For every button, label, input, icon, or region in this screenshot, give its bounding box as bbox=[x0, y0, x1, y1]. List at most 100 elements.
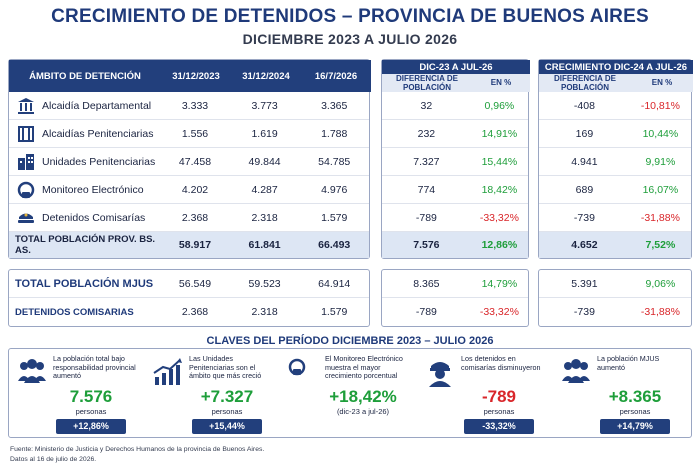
main-table-header: ÁMBITO DE DETENCIÓN 31/12/2023 31/12/202… bbox=[9, 60, 371, 92]
buildings-icon bbox=[15, 151, 37, 173]
row-name-cell: Detenidos Comisarías bbox=[9, 204, 160, 231]
pct-total: 7,52% bbox=[645, 239, 676, 251]
mjus-value: 64.914 bbox=[318, 277, 351, 290]
clave-unit: personas bbox=[483, 407, 515, 416]
clave-card: El Monitoreo Electrónico muestra el mayo… bbox=[283, 349, 415, 437]
ankle-monitor-icon bbox=[15, 179, 37, 201]
clave-badge: -33,32% bbox=[464, 419, 534, 434]
pct-cell: 15,44% bbox=[481, 155, 518, 168]
col-2024: 31/12/2024 bbox=[242, 70, 290, 82]
people-group-icon bbox=[559, 357, 593, 392]
ankle-monitor-icon bbox=[287, 357, 307, 382]
col-2026: 16/7/2026 bbox=[314, 70, 358, 82]
footer-date: Datos al 16 de julio de 2026. bbox=[10, 456, 97, 463]
diff-cell: -789 bbox=[415, 306, 437, 318]
diff-cell: 32 bbox=[420, 99, 433, 112]
table-row: Monitoreo Electrónico 4.202 4.287 4.976 bbox=[9, 176, 369, 204]
growth-chart-icon bbox=[151, 357, 185, 392]
clave-value: 7.576 bbox=[69, 387, 113, 406]
pct-cell: -31,88% bbox=[640, 211, 680, 224]
total-row: TOTAL POBLACIÓN PROV. BS. AS. 58.917 61.84… bbox=[9, 232, 369, 258]
row-label: Detenidos Comisarías bbox=[42, 211, 146, 224]
pct-cell: 9,91% bbox=[645, 155, 676, 168]
main-table: ÁMBITO DE DETENCIÓN 31/12/2023 31/12/202… bbox=[8, 59, 371, 259]
footer-source: Fuente: Ministerio de Justicia y Derecho… bbox=[10, 446, 265, 453]
police-cap-icon bbox=[15, 207, 37, 229]
mjus-growth-row: 5.391 9,06% bbox=[539, 270, 691, 298]
diff-cell: -739 bbox=[573, 211, 595, 224]
clave-text: Las Unidades Penitenciarias son el ámbit… bbox=[189, 354, 262, 381]
diff-cell: -789 bbox=[415, 211, 437, 224]
diff-cell: -739 bbox=[573, 306, 595, 318]
pct-cell: -33,32% bbox=[479, 306, 519, 318]
growth-row: -739 -31,88% bbox=[539, 204, 691, 232]
diff-cell: 774 bbox=[417, 183, 436, 196]
clave-value: -789 bbox=[481, 387, 517, 406]
clave-card: Las Unidades Penitenciarias son el ámbit… bbox=[147, 349, 279, 437]
clave-card: Los detenidos en comisarías disminuyeron… bbox=[419, 349, 551, 437]
mjus-value: 59.523 bbox=[248, 277, 281, 290]
growth-total-row: 7.576 12,86% bbox=[382, 232, 528, 258]
diff-total: 7.576 bbox=[413, 239, 440, 251]
col-2023: 31/12/2023 bbox=[172, 70, 220, 82]
page-title: CRECIMIENTO DE DETENIDOS – PROVINCIA DE … bbox=[51, 6, 649, 27]
mjus-value: 2.318 bbox=[251, 306, 278, 318]
table-row: Unidades Penitenciarias 47.458 49.844 54.78… bbox=[9, 148, 369, 176]
value-cell: 3.773 bbox=[251, 99, 278, 112]
table-row: Alcaidías Penitenciarias 1.556 1.619 1.788 bbox=[9, 120, 369, 148]
mjus-value: 2.368 bbox=[181, 306, 209, 318]
growth-row: -789 -33,32% bbox=[382, 204, 528, 232]
value-cell: 3.333 bbox=[181, 99, 209, 112]
diff-cell: -408 bbox=[573, 99, 595, 112]
value-cell: 4.202 bbox=[181, 183, 209, 196]
row-label: Unidades Penitenciarias bbox=[42, 155, 156, 168]
col-ambito: ÁMBITO DE DETENCIÓN bbox=[29, 70, 141, 82]
growth-row: 169 10,44% bbox=[539, 120, 691, 148]
clave-unit: (dic-23 a jul-26) bbox=[336, 407, 390, 416]
value-cell: 1.579 bbox=[321, 211, 348, 224]
value-cell: 54.785 bbox=[318, 155, 351, 168]
pct-cell: -33,32% bbox=[479, 211, 519, 224]
claves-title: CLAVES DEL PERÍODO DICIEMBRE 2023 – JULI… bbox=[206, 335, 494, 347]
diff-cell: 7.327 bbox=[413, 155, 440, 168]
diff-cell: 232 bbox=[417, 127, 436, 140]
value-cell: 3.365 bbox=[321, 99, 348, 112]
total-value: 58.917 bbox=[178, 239, 212, 251]
clave-unit: personas bbox=[75, 407, 107, 416]
row-name-cell: Monitoreo Electrónico bbox=[9, 176, 160, 203]
clave-badge: +12,86% bbox=[56, 419, 126, 434]
police-officer-icon bbox=[423, 357, 457, 392]
growth-2024-table: CRECIMIENTO DIC-24 A JUL-26 DIFERENCIA D… bbox=[538, 59, 693, 259]
pct-cell: -10,81% bbox=[640, 99, 680, 112]
pct-cell: 18,42% bbox=[481, 183, 518, 196]
pct-cell: -31,88% bbox=[640, 306, 680, 318]
growth-2024-col-diff: DIFERENCIA DE POBLACIÓN bbox=[539, 74, 631, 92]
value-cell: 2.318 bbox=[251, 211, 278, 224]
mjus-value: 56.549 bbox=[178, 277, 212, 290]
pct-cell: 10,44% bbox=[642, 127, 679, 140]
growth-row: -408 -10,81% bbox=[539, 92, 691, 120]
growth-total-row: 4.652 7,52% bbox=[539, 232, 691, 258]
growth-row: 32 0,96% bbox=[382, 92, 528, 120]
value-cell: 1.556 bbox=[181, 127, 209, 140]
table-row: Alcaidía Departamental 3.333 3.773 3.365 bbox=[9, 92, 369, 120]
claves-panel: La población total bajo responsabilidad … bbox=[8, 348, 692, 438]
pct-cell: 16,07% bbox=[642, 183, 679, 196]
pct-total: 12,86% bbox=[481, 239, 518, 251]
mjus-label: TOTAL POBLACIÓN MJUS bbox=[15, 277, 154, 290]
clave-value: +18,42% bbox=[329, 387, 397, 406]
clave-text: El Monitoreo Electrónico muestra el mayo… bbox=[325, 354, 403, 381]
growth-row: 4.941 9,91% bbox=[539, 148, 691, 176]
growth-row: 232 14,91% bbox=[382, 120, 528, 148]
growth-row: 7.327 15,44% bbox=[382, 148, 528, 176]
diff-cell: 689 bbox=[575, 183, 594, 196]
pct-cell: 9,06% bbox=[645, 277, 676, 290]
value-cell: 4.976 bbox=[321, 183, 348, 196]
growth-row: 689 16,07% bbox=[539, 176, 691, 204]
row-label: Monitoreo Electrónico bbox=[42, 183, 144, 196]
value-cell: 49.844 bbox=[248, 155, 281, 168]
diff-cell: 8.365 bbox=[413, 277, 440, 290]
mjus-growth-row: -789 -33,32% bbox=[382, 298, 528, 326]
clave-text: La población MJUS aumentó bbox=[597, 354, 660, 372]
mjus-label: DETENIDOS COMISARIAS bbox=[15, 306, 134, 318]
